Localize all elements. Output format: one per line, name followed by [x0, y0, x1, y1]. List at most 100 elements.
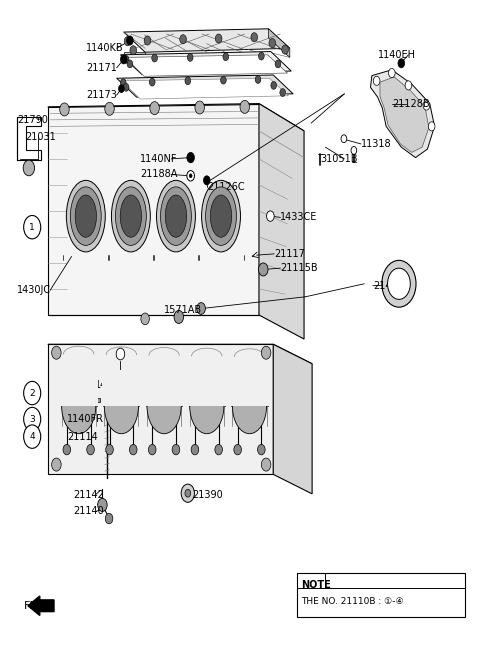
Circle shape: [191, 444, 199, 455]
Polygon shape: [48, 344, 312, 364]
Circle shape: [405, 81, 412, 90]
Circle shape: [23, 160, 35, 176]
Polygon shape: [273, 344, 312, 494]
Circle shape: [150, 102, 159, 115]
Polygon shape: [48, 104, 259, 315]
Text: 1571AB: 1571AB: [164, 305, 202, 315]
Polygon shape: [48, 104, 304, 134]
Circle shape: [223, 53, 228, 60]
Text: 21142: 21142: [73, 489, 104, 499]
Circle shape: [116, 348, 125, 360]
Polygon shape: [117, 75, 293, 97]
Text: 1: 1: [29, 222, 35, 232]
Ellipse shape: [190, 379, 224, 434]
Circle shape: [97, 499, 107, 512]
Polygon shape: [17, 117, 41, 160]
Ellipse shape: [66, 180, 105, 252]
Bar: [102, 370, 140, 406]
Ellipse shape: [61, 379, 96, 434]
Text: 21790: 21790: [17, 115, 48, 125]
Text: 1430JC: 1430JC: [17, 285, 51, 295]
Text: 1433CB: 1433CB: [96, 380, 133, 390]
Circle shape: [341, 135, 347, 142]
Circle shape: [24, 381, 41, 405]
Text: 21128B: 21128B: [392, 98, 430, 109]
Polygon shape: [120, 52, 291, 74]
Circle shape: [187, 54, 193, 61]
Circle shape: [240, 100, 250, 113]
Ellipse shape: [156, 180, 195, 252]
Ellipse shape: [111, 180, 150, 252]
Circle shape: [280, 89, 286, 96]
Circle shape: [373, 76, 380, 85]
Circle shape: [123, 83, 129, 91]
Ellipse shape: [75, 195, 96, 237]
Circle shape: [181, 484, 194, 502]
Ellipse shape: [202, 180, 240, 252]
Circle shape: [120, 79, 126, 87]
Text: 11318: 11318: [361, 139, 392, 149]
Circle shape: [63, 444, 71, 455]
Text: 21114: 21114: [67, 432, 97, 441]
Ellipse shape: [71, 187, 101, 245]
Circle shape: [423, 101, 430, 110]
Bar: [188, 370, 226, 406]
Ellipse shape: [210, 195, 232, 237]
Circle shape: [120, 55, 127, 64]
Text: THE NO. 21110B : ①-④: THE NO. 21110B : ①-④: [301, 597, 403, 605]
Circle shape: [195, 101, 204, 114]
Polygon shape: [268, 29, 290, 58]
Text: 1433CE: 1433CE: [280, 213, 318, 222]
Text: 1140FR: 1140FR: [67, 414, 104, 424]
Circle shape: [258, 444, 265, 455]
Circle shape: [105, 514, 113, 523]
Text: 21031: 21031: [25, 133, 56, 142]
Circle shape: [106, 444, 113, 455]
Ellipse shape: [165, 195, 187, 237]
Circle shape: [275, 60, 281, 68]
Text: 1140EH: 1140EH: [378, 50, 416, 60]
Polygon shape: [121, 78, 288, 99]
Circle shape: [152, 54, 157, 62]
Circle shape: [266, 211, 274, 221]
Circle shape: [261, 346, 271, 359]
Circle shape: [130, 46, 137, 55]
Circle shape: [388, 68, 395, 77]
Circle shape: [261, 458, 271, 471]
Circle shape: [24, 425, 41, 448]
Circle shape: [251, 33, 258, 42]
Ellipse shape: [387, 268, 410, 299]
Circle shape: [259, 263, 268, 276]
Circle shape: [52, 458, 61, 471]
Circle shape: [282, 45, 288, 54]
Text: 21126C: 21126C: [207, 182, 244, 192]
Text: 3: 3: [29, 415, 35, 424]
Circle shape: [215, 444, 222, 455]
Text: 1140NF: 1140NF: [140, 154, 178, 164]
Bar: [297, 573, 466, 617]
Circle shape: [24, 407, 41, 431]
Circle shape: [271, 81, 276, 89]
Circle shape: [428, 122, 435, 131]
Text: 21188A: 21188A: [140, 169, 178, 180]
Polygon shape: [124, 52, 145, 61]
Circle shape: [148, 444, 156, 455]
Circle shape: [174, 310, 183, 323]
Ellipse shape: [232, 379, 266, 434]
Circle shape: [52, 346, 61, 359]
Circle shape: [234, 444, 241, 455]
Circle shape: [124, 37, 131, 46]
Text: 1140KB: 1140KB: [86, 43, 123, 53]
Circle shape: [119, 85, 124, 92]
Circle shape: [149, 78, 155, 86]
Ellipse shape: [147, 379, 181, 434]
Circle shape: [141, 313, 149, 325]
Circle shape: [60, 103, 69, 116]
Text: 4: 4: [29, 432, 35, 441]
Polygon shape: [48, 344, 273, 474]
Polygon shape: [88, 398, 99, 402]
Circle shape: [185, 77, 191, 85]
Circle shape: [180, 35, 186, 44]
Circle shape: [269, 39, 276, 48]
Polygon shape: [125, 55, 288, 76]
